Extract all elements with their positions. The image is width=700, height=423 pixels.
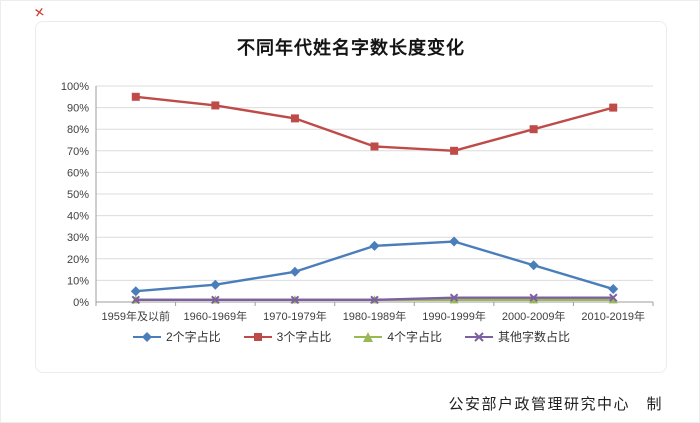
- legend-label: 其他字数占比: [498, 330, 571, 344]
- svg-text:70%: 70%: [67, 146, 89, 158]
- legend-label: 2个字占比: [165, 330, 221, 344]
- svg-text:1959年及以前: 1959年及以前: [102, 309, 170, 323]
- legend-item-diamond: 2个字占比: [132, 328, 221, 345]
- svg-text:1960-1969年: 1960-1969年: [184, 309, 248, 323]
- legend-label: 4个字占比: [387, 330, 443, 344]
- chart-legend: 2个字占比 3个字占比 4个字占比 其他字数占比: [36, 328, 666, 345]
- svg-text:60%: 60%: [67, 167, 89, 179]
- svg-text:90%: 90%: [67, 103, 89, 115]
- svg-text:1990-1999年: 1990-1999年: [422, 309, 486, 323]
- legend-item-square: 3个字占比: [243, 328, 332, 345]
- chart-card: 不同年代姓名字数长度变化 0% 10% 20% 30% 40% 50% 60% 70% 80% 9…: [35, 21, 667, 373]
- svg-text:1980-1989年: 1980-1989年: [343, 309, 407, 323]
- legend-triangle-marker-icon: [354, 331, 383, 342]
- svg-text:10%: 10%: [67, 275, 89, 287]
- svg-text:100%: 100%: [61, 81, 89, 93]
- chart-title: 不同年代姓名字数长度变化: [237, 38, 465, 58]
- legend-item-x: 其他字数占比: [464, 328, 570, 345]
- svg-text:2010-2019年: 2010-2019年: [581, 309, 645, 323]
- legend-square-marker-icon: [243, 332, 272, 341]
- attribution-text: 公安部户政管理研究中心 制: [448, 397, 663, 413]
- svg-text:30%: 30%: [67, 232, 89, 244]
- svg-text:50%: 50%: [67, 189, 89, 201]
- svg-text:80%: 80%: [67, 124, 89, 136]
- legend-item-triangle: 4个字占比: [353, 328, 442, 345]
- svg-text:2000-2009年: 2000-2009年: [502, 309, 566, 323]
- legend-diamond-marker-icon: [132, 331, 161, 342]
- svg-text:0%: 0%: [73, 297, 89, 309]
- legend-label: 3个字占比: [276, 330, 332, 344]
- legend-x-marker-icon: [465, 331, 494, 342]
- svg-text:40%: 40%: [67, 211, 89, 223]
- red-cross-mark-icon: ✕: [32, 4, 47, 21]
- svg-text:20%: 20%: [67, 254, 89, 266]
- svg-text:1970-1979年: 1970-1979年: [263, 309, 327, 323]
- line-chart-svg: 0% 10% 20% 30% 40% 50% 60% 70% 80% 90% 100% 1959年及以…: [61, 81, 654, 323]
